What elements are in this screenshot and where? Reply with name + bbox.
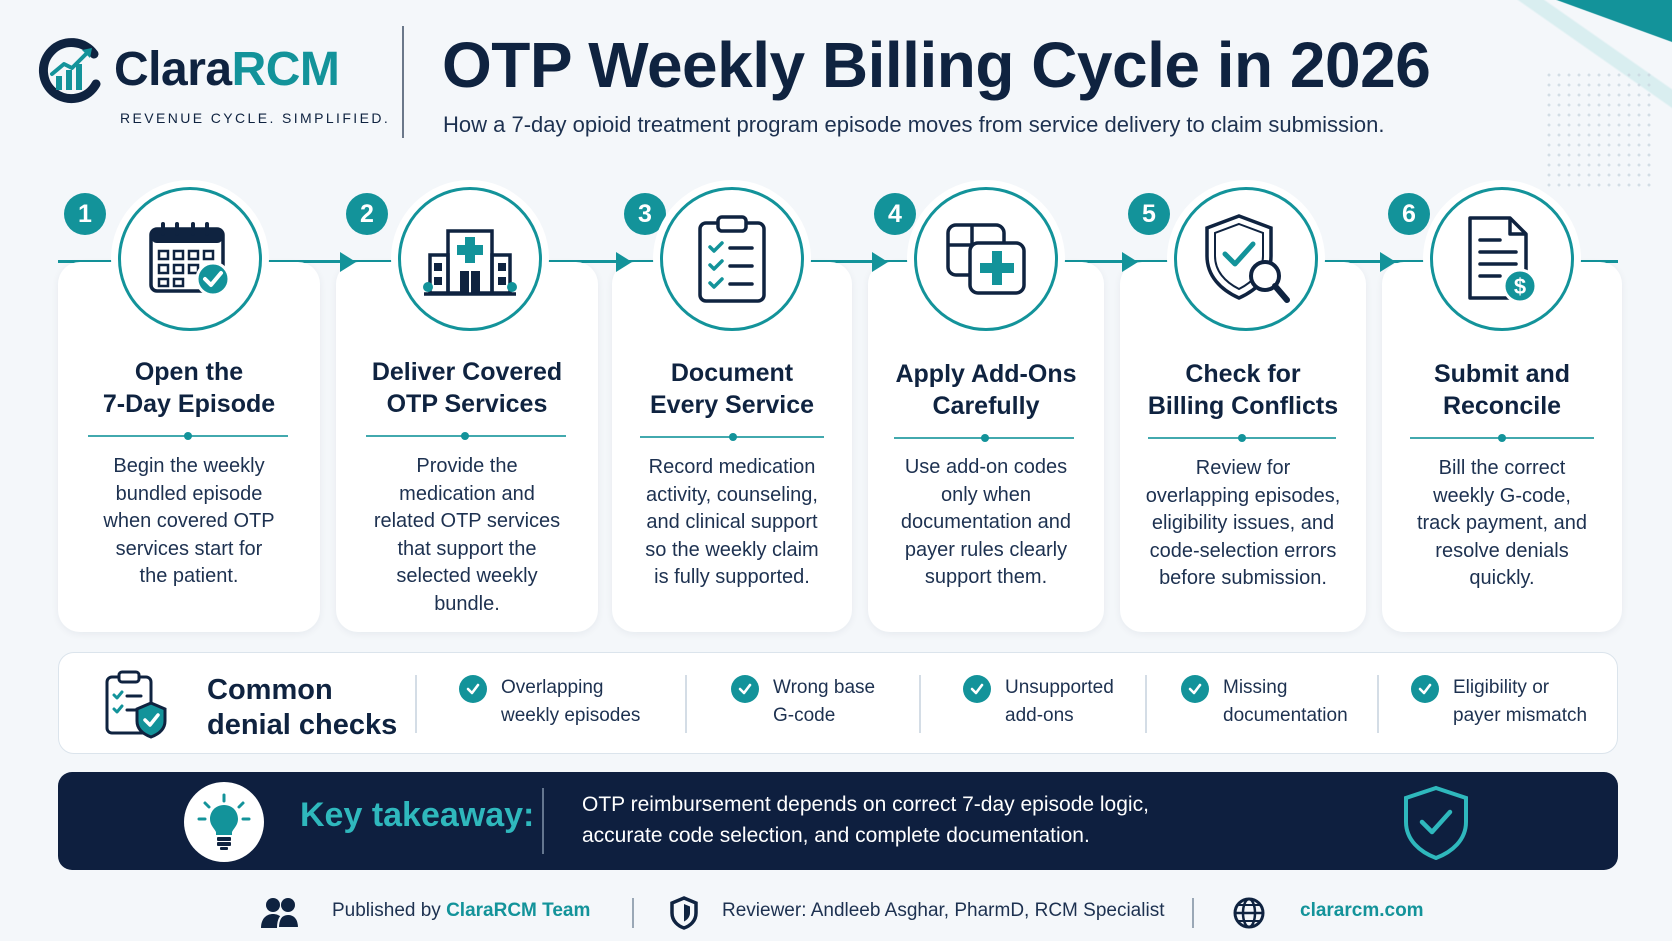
denial-separator [1377, 675, 1379, 733]
page-title: OTP Weekly Billing Cycle in 2026 [442, 29, 1431, 101]
step-description: Provide the medication and related OTP ser… [373, 455, 561, 615]
step-description: Bill the correct weekly G-code, track paym… [1416, 457, 1588, 589]
corner-decoration-accent [1552, 0, 1672, 60]
clipboard-shield-icon [105, 670, 167, 739]
step-description: Use add-on codes only when documentation a… [900, 456, 1072, 588]
shield-check-icon [1404, 785, 1468, 860]
publisher-link[interactable]: ClaraRCM Team [446, 900, 591, 921]
denial-separator [919, 675, 921, 733]
website-link[interactable]: clararcm.com [1300, 900, 1424, 921]
step-number-badge: 2 [346, 193, 388, 235]
key-takeaway-banner: Key takeaway: OTP reimbursement depends … [58, 772, 1618, 870]
step-title: Submit and Reconcile [1433, 360, 1571, 420]
step-title: Apply Add-Ons Carefully [895, 360, 1077, 420]
key-takeaway-label: Key takeaway: [300, 796, 535, 834]
step-icon-circle [660, 187, 804, 331]
team-people-icon [261, 898, 300, 929]
denial-checks-title: Common denial checks [207, 674, 398, 741]
footer: Published by ClaraRCM Team Reviewer: And… [0, 888, 1672, 938]
reviewer-text: Reviewer: Andleeb Asghar, PharmD, RCM Sp… [722, 900, 1165, 921]
footer-separator [632, 898, 634, 928]
brand-name: ClaraRCM [114, 43, 340, 96]
check-icon [963, 675, 991, 703]
check-icon [731, 675, 759, 703]
check-icon [1411, 675, 1439, 703]
calendar-check-icon [149, 222, 231, 297]
step-divider-dot [1238, 434, 1246, 442]
step-number-badge: 5 [1128, 193, 1170, 235]
step-divider-dot [981, 434, 989, 442]
invoice-dollar-icon: $ [1468, 216, 1538, 304]
brand-logo[interactable]: ClaraRCM REVENUE CYCLE. SIMPLIFIED. [36, 38, 388, 128]
step-description: Review for overlapping episodes, eligibili… [1145, 457, 1341, 589]
check-icon [1181, 675, 1209, 703]
flow-arrow-icon [1380, 252, 1396, 272]
denial-separator [415, 675, 417, 733]
step-number-badge: 1 [64, 193, 106, 235]
denial-separator [685, 675, 687, 733]
step-number-badge: 3 [624, 193, 666, 235]
check-icon [459, 675, 487, 703]
key-takeaway-text: OTP reimbursement depends on correct 7-d… [582, 793, 1149, 847]
step-description: Record medication activity, counseling, an… [645, 456, 819, 588]
header: ClaraRCM REVENUE CYCLE. SIMPLIFIED. OTP … [0, 0, 1672, 150]
add-on-plus-icon [946, 223, 1026, 295]
published-by-text: Published by ClaraRCM Team [332, 900, 591, 921]
process-flow-line [58, 260, 1618, 263]
lightbulb-icon [184, 782, 264, 862]
step-title: Open the 7-Day Episode [102, 358, 276, 418]
footer-separator [1192, 898, 1194, 928]
step-icon-circle: $ [1430, 187, 1574, 331]
denial-checks-panel: Common denial checks Overlapping weekly ep… [58, 652, 1618, 754]
step-number-badge: 4 [874, 193, 916, 235]
step-icon-circle [118, 187, 262, 331]
step-title: Deliver Covered OTP Services [371, 358, 563, 418]
step-icon-circle [398, 187, 542, 331]
takeaway-separator [542, 788, 544, 854]
shield-search-icon [1205, 214, 1290, 303]
flow-arrow-icon [340, 252, 356, 272]
header-divider [402, 26, 404, 138]
page-subtitle: How a 7-day opioid treatment program epi… [443, 112, 1385, 137]
step-divider-dot [729, 433, 737, 441]
clipboard-checklist-icon [698, 215, 766, 303]
flow-arrow-icon [1122, 252, 1138, 272]
hospital-icon [423, 229, 517, 296]
flow-arrow-icon [872, 252, 888, 272]
dot-pattern-decoration [1544, 70, 1654, 190]
globe-icon [1233, 897, 1265, 929]
step-divider-dot [1498, 434, 1506, 442]
step-icon-circle [914, 187, 1058, 331]
step-divider-dot [184, 432, 192, 440]
denial-separator [1145, 675, 1147, 733]
step-description: Begin the weekly bundled episode when cove… [103, 455, 275, 587]
step-title: Document Every Service [649, 359, 815, 419]
brand-tagline: REVENUE CYCLE. SIMPLIFIED. [120, 110, 391, 126]
svg-text:$: $ [1514, 274, 1526, 299]
flow-arrow-icon [616, 252, 632, 272]
clararcm-logo-icon [38, 38, 101, 104]
step-title: Check for Billing Conflicts [1147, 360, 1339, 420]
step-number-badge: 6 [1388, 193, 1430, 235]
shield-icon [670, 896, 698, 930]
step-icon-circle [1174, 187, 1318, 331]
step-divider-dot [461, 432, 469, 440]
